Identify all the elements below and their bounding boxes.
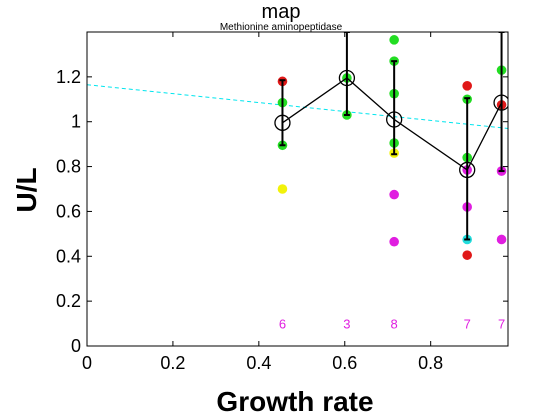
data-point bbox=[277, 184, 288, 194]
data-point bbox=[389, 189, 399, 200]
y-tick-label: 0.6 bbox=[56, 201, 81, 221]
x-tick-label: 0.8 bbox=[418, 353, 443, 373]
x-axis-label: Growth rate bbox=[216, 386, 373, 417]
x-tick-label: 0.6 bbox=[332, 353, 357, 373]
y-tick-label: 0 bbox=[71, 336, 81, 356]
mean-marker bbox=[338, 69, 356, 87]
data-point bbox=[462, 250, 472, 260]
y-tick-label: 0.2 bbox=[56, 291, 81, 311]
y-tick-label: 0.8 bbox=[56, 157, 81, 177]
chart-title: map bbox=[262, 1, 301, 23]
axes: 0 0.2 0.4 0.6 0.8 0 0.2 0.4 0.6 0.8 1 1.2 bbox=[56, 32, 508, 373]
y-tick-label: 1.2 bbox=[56, 67, 81, 87]
y-tick-label: 1 bbox=[71, 112, 81, 132]
count-label: 3 bbox=[343, 317, 350, 332]
count-label: 7 bbox=[498, 317, 505, 332]
x-tick-label: 0.4 bbox=[246, 353, 271, 373]
x-tick-label: 0.2 bbox=[160, 353, 185, 373]
x-tick-label: 0 bbox=[82, 353, 92, 373]
mean-marker bbox=[386, 111, 403, 128]
data-point bbox=[462, 81, 472, 91]
count-label: 7 bbox=[464, 317, 471, 332]
plot-area: 6 3 8 7 7 bbox=[87, 32, 508, 332]
mean-marker bbox=[493, 94, 508, 111]
chart-subtitle: Methionine aminopeptidase bbox=[220, 22, 343, 33]
trend-line bbox=[87, 84, 508, 129]
data-point bbox=[389, 35, 399, 45]
mean-marker bbox=[459, 161, 476, 179]
y-tick-label: 0.4 bbox=[56, 246, 81, 266]
mean-line bbox=[282, 77, 503, 171]
count-label: 6 bbox=[279, 317, 286, 332]
data-point bbox=[496, 234, 507, 245]
mean-marker bbox=[274, 114, 291, 131]
count-label: 8 bbox=[391, 317, 398, 332]
y-axis-label: U/L bbox=[11, 167, 42, 212]
data-point bbox=[389, 236, 399, 247]
plot-frame bbox=[86, 31, 509, 347]
